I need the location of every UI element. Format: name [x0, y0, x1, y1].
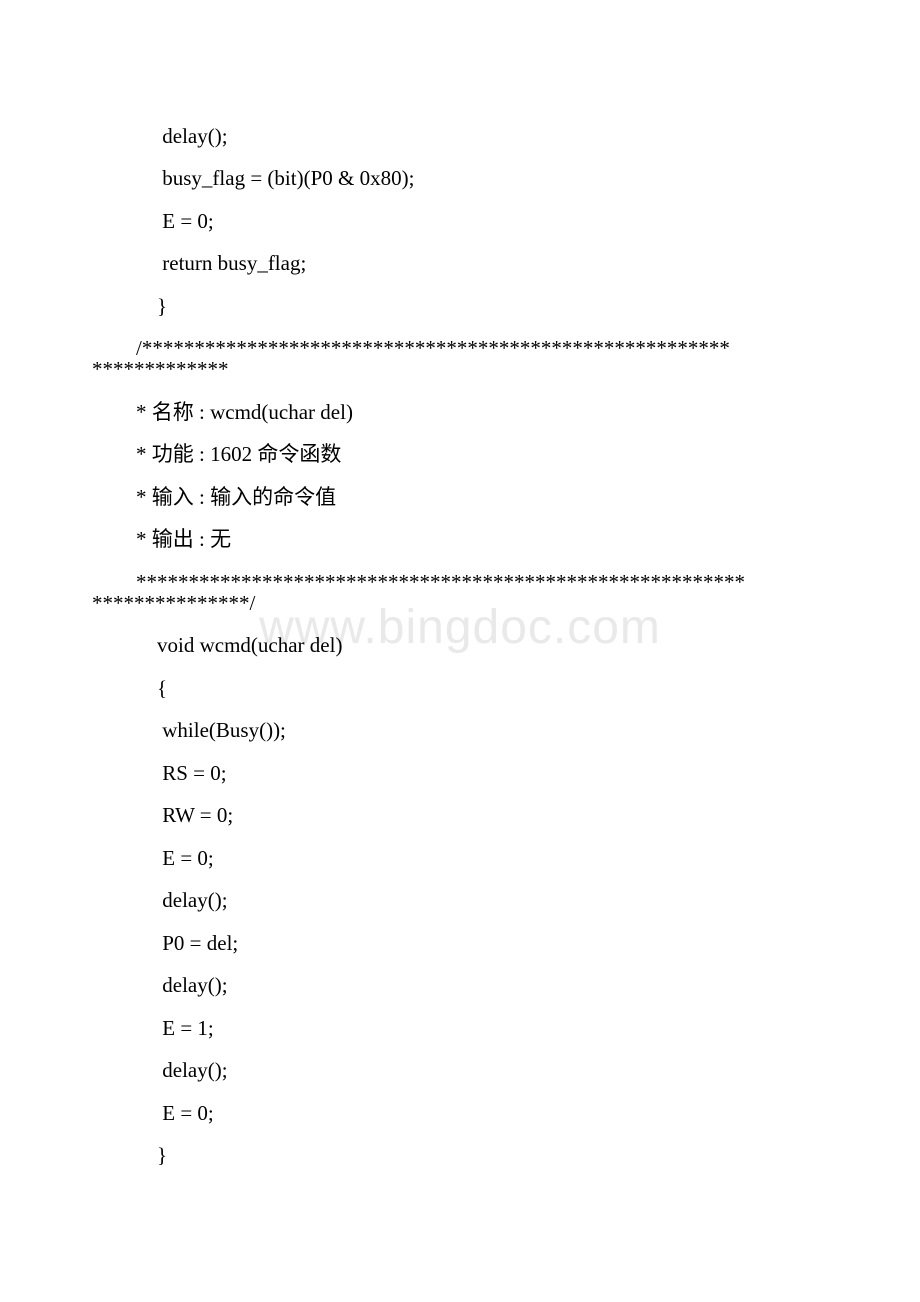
- code-line: * 输入 : 输入的命令值: [0, 487, 920, 508]
- line-gap: [0, 465, 920, 487]
- line-gap: [0, 189, 920, 211]
- code-line: E = 1;: [0, 1018, 920, 1039]
- line-gap: [0, 996, 920, 1018]
- code-line: * 功能 : 1602 命令函数: [0, 444, 920, 465]
- line-gap: [0, 911, 920, 933]
- code-line: E = 0;: [0, 1103, 920, 1124]
- code-line: while(Busy());: [0, 720, 920, 741]
- line-gap: [0, 826, 920, 848]
- code-line: ****************************************…: [0, 572, 920, 593]
- line-gap: [0, 147, 920, 169]
- code-line: busy_flag = (bit)(P0 & 0x80);: [0, 168, 920, 189]
- line-gap: [0, 1124, 920, 1146]
- code-line: {: [0, 678, 920, 699]
- code-line: delay();: [0, 890, 920, 911]
- code-line: E = 0;: [0, 848, 920, 869]
- code-line: E = 0;: [0, 211, 920, 232]
- code-line: return busy_flag;: [0, 253, 920, 274]
- code-line: *************: [0, 359, 920, 380]
- line-gap: [0, 550, 920, 572]
- code-line: * 名称 : wcmd(uchar del): [0, 402, 920, 423]
- code-line: }: [0, 1145, 920, 1166]
- line-gap: [0, 784, 920, 806]
- line-gap: [0, 954, 920, 976]
- line-gap: [0, 614, 920, 636]
- line-gap: [0, 232, 920, 254]
- code-line: }: [0, 296, 920, 317]
- line-gap: [0, 699, 920, 721]
- line-gap: [0, 274, 920, 296]
- code-line: RW = 0;: [0, 805, 920, 826]
- line-gap: [0, 869, 920, 891]
- code-line: /***************************************…: [0, 338, 920, 359]
- code-line: P0 = del;: [0, 933, 920, 954]
- line-gap: [0, 741, 920, 763]
- code-line: * 输出 : 无: [0, 529, 920, 550]
- line-gap: [0, 508, 920, 530]
- code-line: RS = 0;: [0, 763, 920, 784]
- code-line: void wcmd(uchar del): [0, 635, 920, 656]
- line-gap: [0, 104, 920, 126]
- line-gap: [0, 423, 920, 445]
- line-gap: [0, 656, 920, 678]
- code-line: ***************/: [0, 593, 920, 614]
- code-line: delay();: [0, 126, 920, 147]
- line-gap: [0, 1081, 920, 1103]
- line-gap: [0, 380, 920, 402]
- line-gap: [0, 317, 920, 339]
- line-gap: [0, 1039, 920, 1061]
- code-content: delay(); busy_flag = (bit)(P0 & 0x80); E…: [0, 104, 920, 1166]
- code-line: delay();: [0, 1060, 920, 1081]
- document-page: www.bingdoc.com delay(); busy_flag = (bi…: [0, 0, 920, 1302]
- code-line: delay();: [0, 975, 920, 996]
